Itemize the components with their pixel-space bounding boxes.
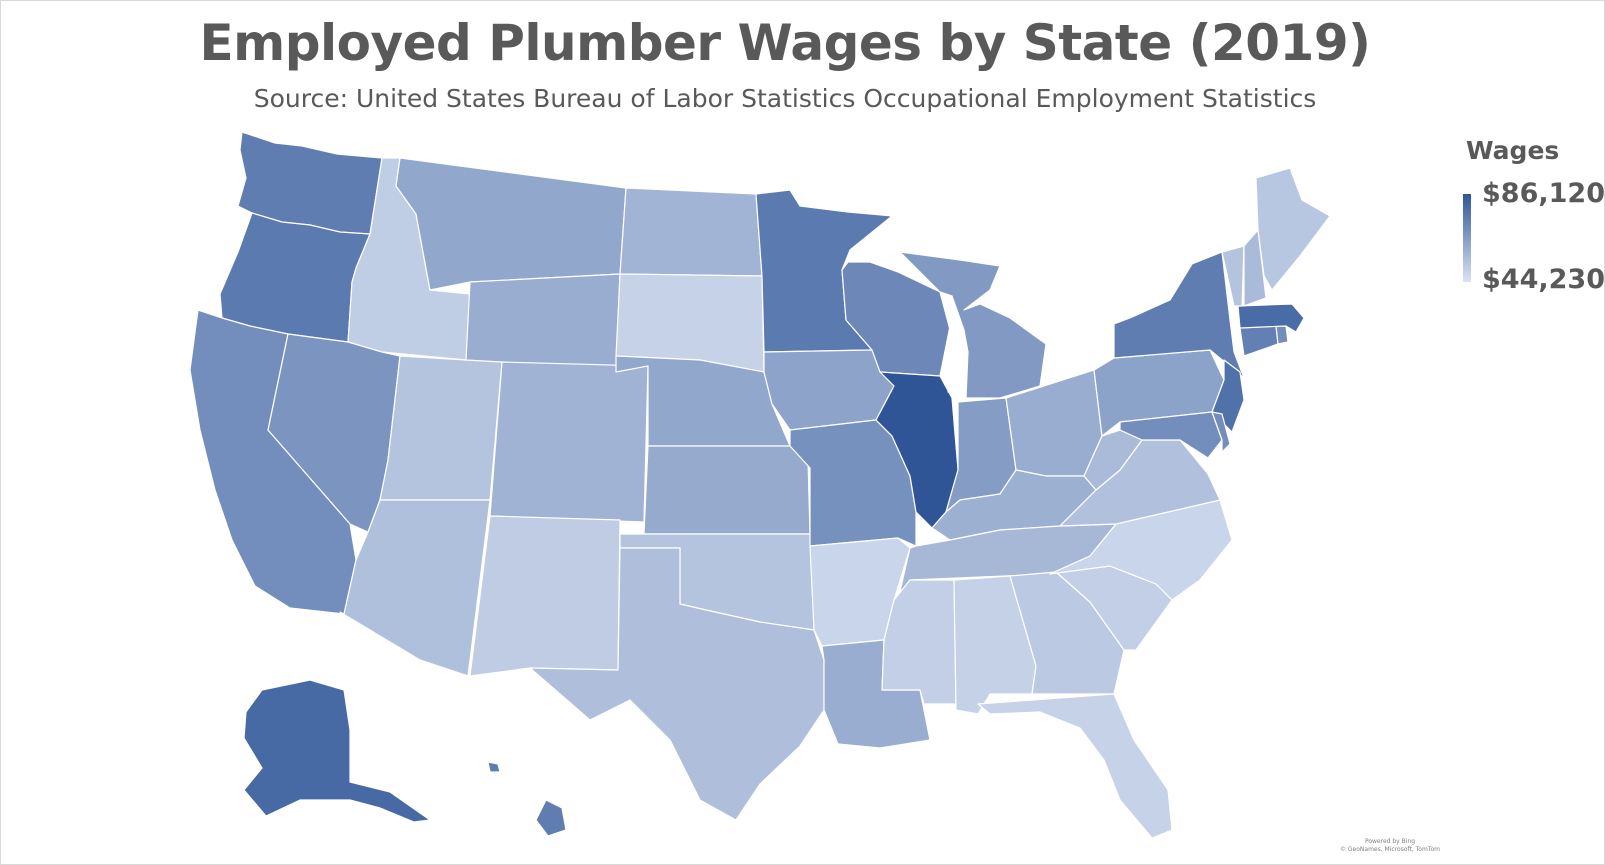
legend-gradient-bar [1463, 194, 1471, 282]
state-connecticut [1239, 325, 1279, 357]
state-montana [395, 157, 627, 291]
state-hawaii-islands [487, 761, 501, 773]
state-hawaii [535, 799, 567, 837]
state-oregon [219, 212, 371, 343]
state-utah [379, 355, 503, 501]
credit-sources: © GeoNames, Microsoft, TomTom [1339, 846, 1440, 853]
lake-michigan [939, 291, 969, 397]
state-massachusetts [1237, 303, 1305, 333]
credit-powered-by: Powered by Bing [1364, 838, 1416, 845]
state-new-mexico [469, 515, 621, 677]
state-new-york [1113, 251, 1245, 379]
legend-max-label: $86,120 [1482, 178, 1605, 209]
state-rhode-island [1275, 325, 1289, 345]
map-credit: Powered by Bing © GeoNames, Microsoft, T… [1330, 838, 1450, 854]
state-north-dakota [619, 187, 763, 277]
state-alaska [243, 679, 431, 823]
state-kansas [643, 445, 811, 535]
state-colorado [489, 361, 649, 523]
legend-title: Wages [1466, 136, 1560, 165]
state-minnesota [755, 189, 893, 353]
state-north-carolina [1049, 499, 1233, 601]
state-arizona [339, 499, 491, 677]
map-subtitle: Source: United States Bureau of Labor St… [253, 84, 1317, 113]
state-delaware [1211, 411, 1231, 453]
state-vermont [1221, 245, 1245, 307]
state-wyoming [465, 273, 621, 373]
state-maine [1255, 167, 1331, 291]
legend-min-label: $44,230 [1482, 264, 1605, 295]
state-illinois [875, 371, 959, 529]
state-texas [529, 547, 825, 821]
state-florida [977, 693, 1173, 839]
state-michigan [899, 251, 1047, 399]
state-iowa [763, 349, 895, 431]
state-new-hampshire [1243, 229, 1267, 307]
map-title: Employed Plumber Wages by State (2019) [199, 14, 1372, 72]
